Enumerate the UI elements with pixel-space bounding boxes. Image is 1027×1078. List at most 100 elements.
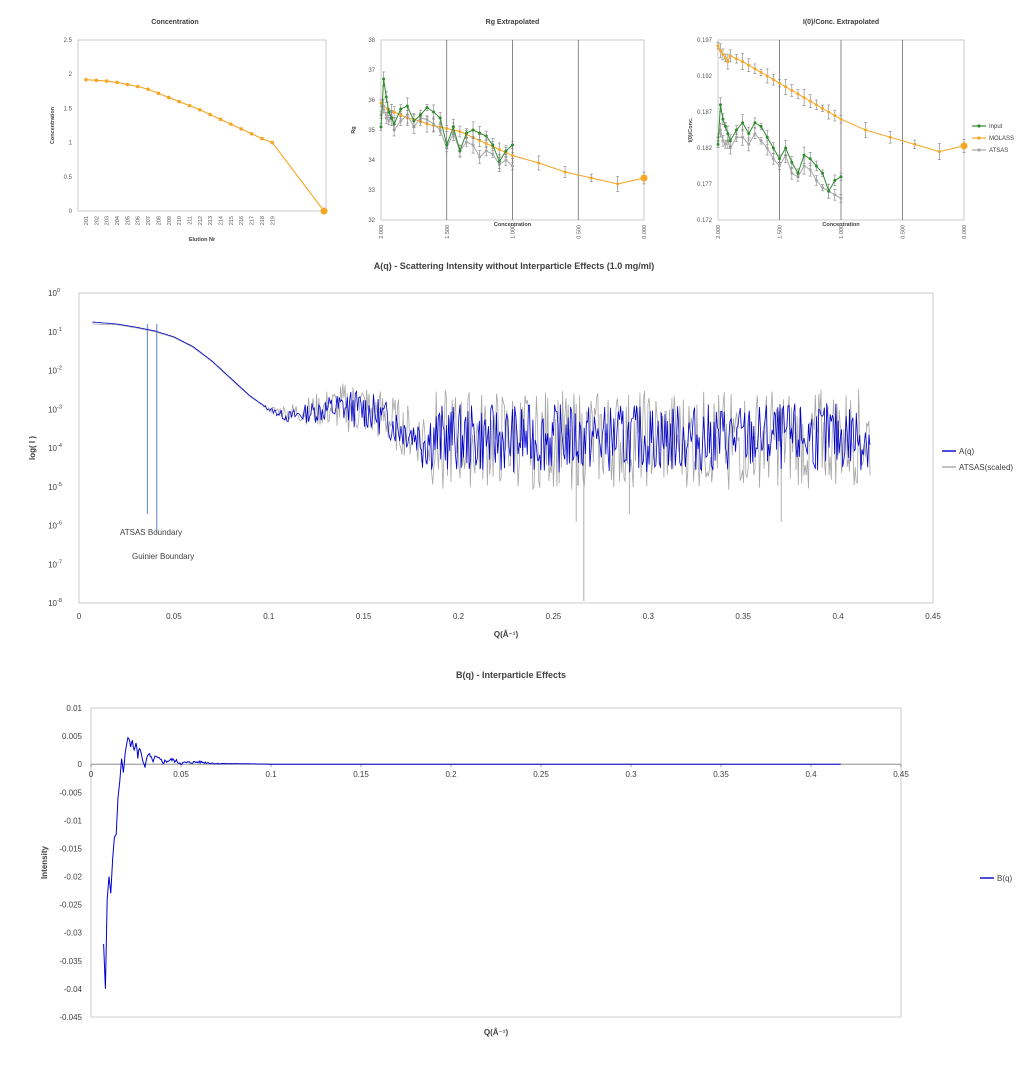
x-tick-label: 207 — [146, 216, 152, 225]
y-tick-label: 0.187 — [697, 110, 713, 116]
input-point — [765, 135, 769, 139]
x-tick-label: 1.500 — [778, 225, 784, 239]
x-tick-label: 0.05 — [173, 770, 189, 779]
molass-point — [716, 44, 720, 48]
input-point — [382, 77, 386, 81]
input-point — [753, 121, 757, 125]
legend-label-bq: B(q) — [997, 874, 1012, 883]
x-tick-label: 1.500 — [445, 225, 451, 239]
legend-label-aq: A(q) — [959, 447, 974, 456]
x-tick-label: 218 — [260, 216, 266, 225]
x-tick-label: 203 — [105, 216, 111, 225]
molass-point — [399, 113, 403, 117]
y-tick-label: 0.192 — [697, 74, 713, 80]
input-point — [839, 175, 843, 179]
concentration-point — [146, 87, 150, 92]
molass-end-point — [640, 174, 648, 182]
input-point — [814, 164, 818, 168]
input-point — [778, 157, 781, 161]
x-tick-label: 219 — [270, 216, 276, 225]
x-tick-label: 208 — [156, 216, 162, 225]
input-point — [747, 132, 751, 136]
y-axis-label: Concentration — [50, 106, 56, 144]
molass-point — [937, 150, 941, 154]
y-tick-exponent: -2 — [57, 366, 62, 372]
input-point — [464, 131, 468, 135]
input-point — [418, 113, 422, 117]
concentration-point — [177, 99, 181, 104]
molass-point — [796, 92, 800, 96]
atsas-point — [808, 168, 812, 172]
x-axis-label: Q(Å⁻¹) — [484, 1028, 509, 1037]
y-tick-label: 10 — [48, 599, 57, 608]
concentration-chart: Concentration 0 0.5 1 1.5 2 2.5 201 202 203 204 205… — [14, 8, 336, 248]
legend-swatch-marker — [977, 136, 981, 140]
x-tick-label: 205 — [125, 216, 131, 225]
chart-title: B(q) - Interparticle Effects — [456, 670, 566, 680]
concentration-point — [218, 117, 223, 122]
y-tick-label: 10 — [48, 522, 57, 531]
input-point — [478, 131, 482, 135]
x-tick-label: 0.4 — [805, 770, 817, 779]
chart-title: Concentration — [151, 19, 198, 26]
y-tick-label: 0 — [78, 760, 83, 769]
concentration-point — [135, 84, 140, 89]
atsas-point — [802, 164, 806, 168]
molass-end-point — [960, 142, 968, 150]
atsas-boundary-label: ATSAS Boundary — [120, 528, 182, 537]
x-tick-label: 0.15 — [353, 770, 369, 779]
y-tick-label: 10 — [48, 483, 57, 492]
input-point — [716, 142, 720, 146]
molass-point — [741, 60, 745, 64]
atsas-point — [814, 178, 818, 182]
y-tick-exponent: -3 — [57, 404, 62, 410]
concentration-point — [166, 95, 171, 100]
y-tick-label: 0.177 — [697, 182, 713, 188]
concentration-point — [104, 79, 109, 83]
plot-area — [77, 39, 327, 212]
input-point — [484, 134, 488, 138]
y-tick-exponent: -4 — [57, 443, 62, 449]
i0-conc-chart: I(0)/Conc. Extrapolated 0.172 0.177 0.182 0.… — [656, 8, 1022, 248]
y-axis-label: Rg — [351, 126, 357, 133]
x-axis-label: Concentration — [494, 222, 532, 228]
molass-point — [537, 161, 541, 165]
input-point — [802, 153, 806, 157]
molass-point — [808, 99, 812, 103]
input-point — [723, 124, 727, 128]
y-tick-label: -0.03 — [64, 929, 83, 938]
x-tick-label: 204 — [115, 216, 121, 225]
atsas-scaled-line — [92, 323, 871, 490]
legend-swatch-marker — [977, 124, 981, 128]
x-tick-label: 212 — [198, 216, 204, 225]
atsas-point — [747, 142, 751, 146]
x-tick-label: 0.25 — [546, 612, 562, 621]
x-tick-label: 0.000 — [962, 225, 968, 239]
input-point — [759, 124, 763, 128]
x-tick-label: 0.45 — [893, 770, 909, 779]
molass-point — [821, 106, 825, 110]
x-tick-label: 0.1 — [263, 612, 275, 621]
concentration-point — [156, 91, 161, 96]
x-tick-label: 0.1 — [265, 770, 277, 779]
y-tick-label: 1.5 — [64, 106, 73, 112]
x-tick-label: 0.05 — [166, 612, 182, 621]
y-tick-label: 0.197 — [697, 38, 713, 44]
concentration-point — [198, 107, 202, 112]
y-tick-label: 38 — [368, 38, 375, 44]
aq-chart: A(q) - Scattering Intensity without Inte… — [14, 248, 1022, 661]
y-tick-label: 0.5 — [64, 175, 73, 181]
x-tick-label: 0 — [89, 770, 94, 779]
y-axis-label: log( I ) — [28, 436, 37, 460]
x-tick-label: 211 — [187, 216, 193, 225]
input-point — [379, 125, 383, 129]
atsas-point — [425, 118, 429, 121]
legend-swatch-marker — [977, 148, 981, 152]
atsas-point — [839, 196, 843, 200]
legend-label: MOLASS — [989, 136, 1014, 142]
x-tick-label: 201 — [84, 216, 90, 225]
input-point — [399, 107, 403, 111]
y-tick-label: -0.035 — [59, 957, 82, 966]
y-axis-label: Intensity — [40, 846, 49, 879]
y-tick-exponent: 0 — [57, 288, 60, 294]
